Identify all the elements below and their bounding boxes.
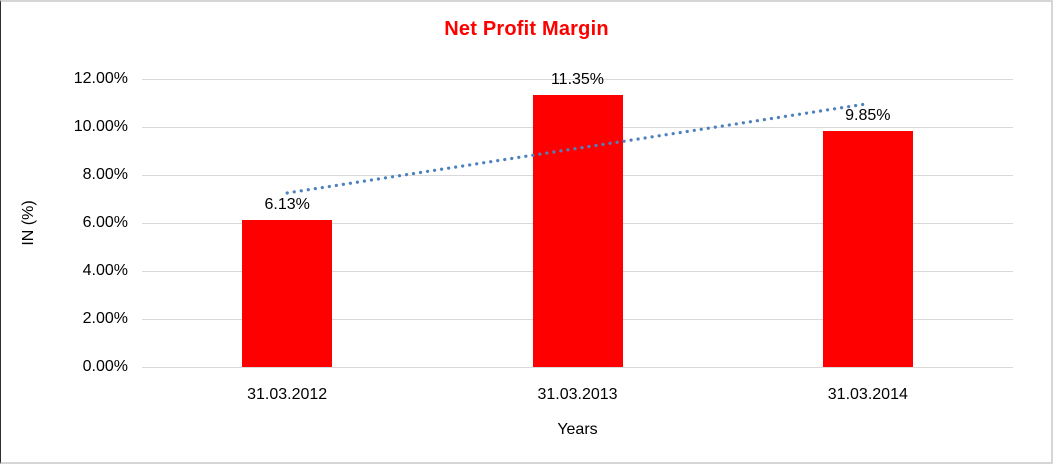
x-axis-title: Years bbox=[557, 421, 598, 438]
gridline bbox=[142, 79, 1013, 80]
y-axis-title: IN (%) bbox=[20, 200, 37, 246]
y-tick-label: 0.00% bbox=[82, 358, 128, 375]
y-tick-label: 6.00% bbox=[82, 214, 128, 231]
x-tick-label: 31.03.2012 bbox=[247, 386, 328, 403]
y-tick-label: 8.00% bbox=[82, 166, 128, 183]
y-tick-label: 2.00% bbox=[82, 310, 128, 327]
bar bbox=[242, 219, 333, 367]
bar-value-label: 9.85% bbox=[845, 106, 891, 124]
y-tick-label: 4.00% bbox=[82, 262, 128, 279]
x-tick-label: 31.03.2013 bbox=[537, 386, 618, 403]
bar-value-label: 11.35% bbox=[550, 70, 605, 88]
y-tick-label: 12.00% bbox=[73, 70, 128, 87]
x-tick-label: 31.03.2014 bbox=[827, 386, 908, 403]
chart-title: Net Profit Margin bbox=[444, 18, 609, 40]
y-tick-label: 10.00% bbox=[73, 118, 128, 135]
gridline bbox=[142, 367, 1013, 368]
bar bbox=[822, 130, 913, 367]
bar-value-label: 6.13% bbox=[264, 195, 310, 213]
bar bbox=[532, 94, 623, 367]
